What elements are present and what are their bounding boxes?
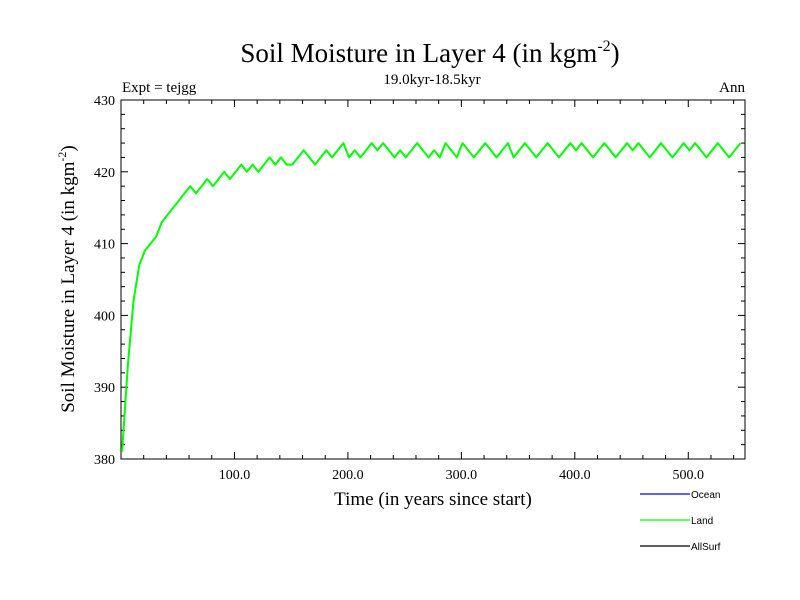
y-axis-label: Soil Moisture in Layer 4 (in kgm-2) <box>55 145 79 413</box>
legend-label-ocean: Ocean <box>691 490 720 501</box>
legend: Ocean Land AllSurf <box>640 490 721 553</box>
y-tick-label: 400 <box>94 309 115 324</box>
subtitle-season: Ann <box>719 80 745 96</box>
x-tick-label: 300.0 <box>446 468 478 483</box>
y-axis-ticks: 380 390 400 410 420 430 <box>94 94 745 468</box>
x-axis-ticks: 100.0 200.0 300.0 400.0 500.0 <box>143 100 735 483</box>
y-tick-label: 420 <box>94 166 115 181</box>
subtitle-expt: Expt = tejgg <box>122 80 197 96</box>
y-tick-label: 390 <box>94 381 115 396</box>
x-tick-label: 500.0 <box>673 468 705 483</box>
subtitle-period: 19.0kyr-18.5kyr <box>383 72 480 88</box>
legend-label-allsurf: AllSurf <box>691 542 721 553</box>
y-tick-label: 380 <box>94 453 115 468</box>
y-tick-label: 430 <box>94 94 115 109</box>
chart-title: Soil Moisture in Layer 4 (in kgm-2) <box>240 38 619 68</box>
plot-frame <box>120 99 746 460</box>
x-tick-label: 100.0 <box>219 468 251 483</box>
series-line-land <box>121 142 742 452</box>
x-tick-label: 400.0 <box>559 468 591 483</box>
legend-label-land: Land <box>691 516 713 527</box>
y-tick-label: 410 <box>94 238 115 253</box>
x-tick-label: 200.0 <box>332 468 364 483</box>
x-axis-label: Time (in years since start) <box>334 489 532 510</box>
